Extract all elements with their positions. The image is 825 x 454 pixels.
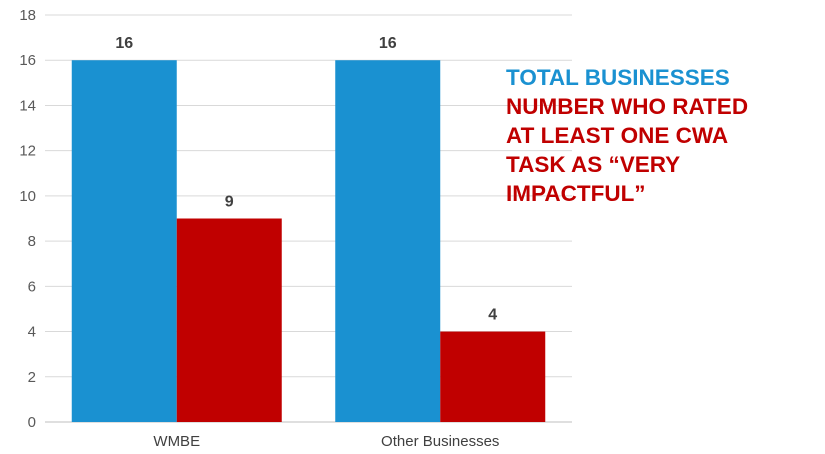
legend-total: TOTAL BUSINESSES xyxy=(506,63,816,92)
y-tick-label: 16 xyxy=(19,52,36,69)
legend-impactful: NUMBER WHO RATED AT LEAST ONE CWA TASK A… xyxy=(506,92,816,208)
legend-total-line: TOTAL BUSINESSES xyxy=(506,65,730,90)
legend-impactful-line: IMPACTFUL” xyxy=(506,181,646,206)
legend-impactful-line: NUMBER WHO RATED xyxy=(506,94,749,119)
data-label: 16 xyxy=(115,35,133,52)
y-tick-label: 18 xyxy=(19,7,36,24)
y-tick-label: 0 xyxy=(28,414,36,431)
y-tick-label: 2 xyxy=(28,369,36,386)
data-label: 9 xyxy=(225,194,234,211)
bar-impactful xyxy=(176,218,282,422)
legend-impactful-line: AT LEAST ONE CWA xyxy=(506,123,729,148)
legend-impactful-line: TASK AS “VERY xyxy=(506,152,681,177)
y-tick-label: 10 xyxy=(19,188,36,205)
y-tick-label: 8 xyxy=(28,233,36,250)
y-tick-label: 6 xyxy=(28,278,36,295)
y-tick-label: 4 xyxy=(28,324,36,341)
bar-total xyxy=(71,60,177,422)
data-label: 16 xyxy=(379,35,397,52)
bar-total xyxy=(335,60,441,422)
category-label: WMBE xyxy=(153,433,200,450)
data-label: 4 xyxy=(488,307,497,324)
category-label: Other Businesses xyxy=(381,433,499,450)
legend: TOTAL BUSINESSES NUMBER WHO RATED AT LEA… xyxy=(506,63,816,208)
bar-impactful xyxy=(440,331,546,422)
y-tick-label: 12 xyxy=(19,143,36,160)
y-tick-label: 14 xyxy=(19,97,36,114)
